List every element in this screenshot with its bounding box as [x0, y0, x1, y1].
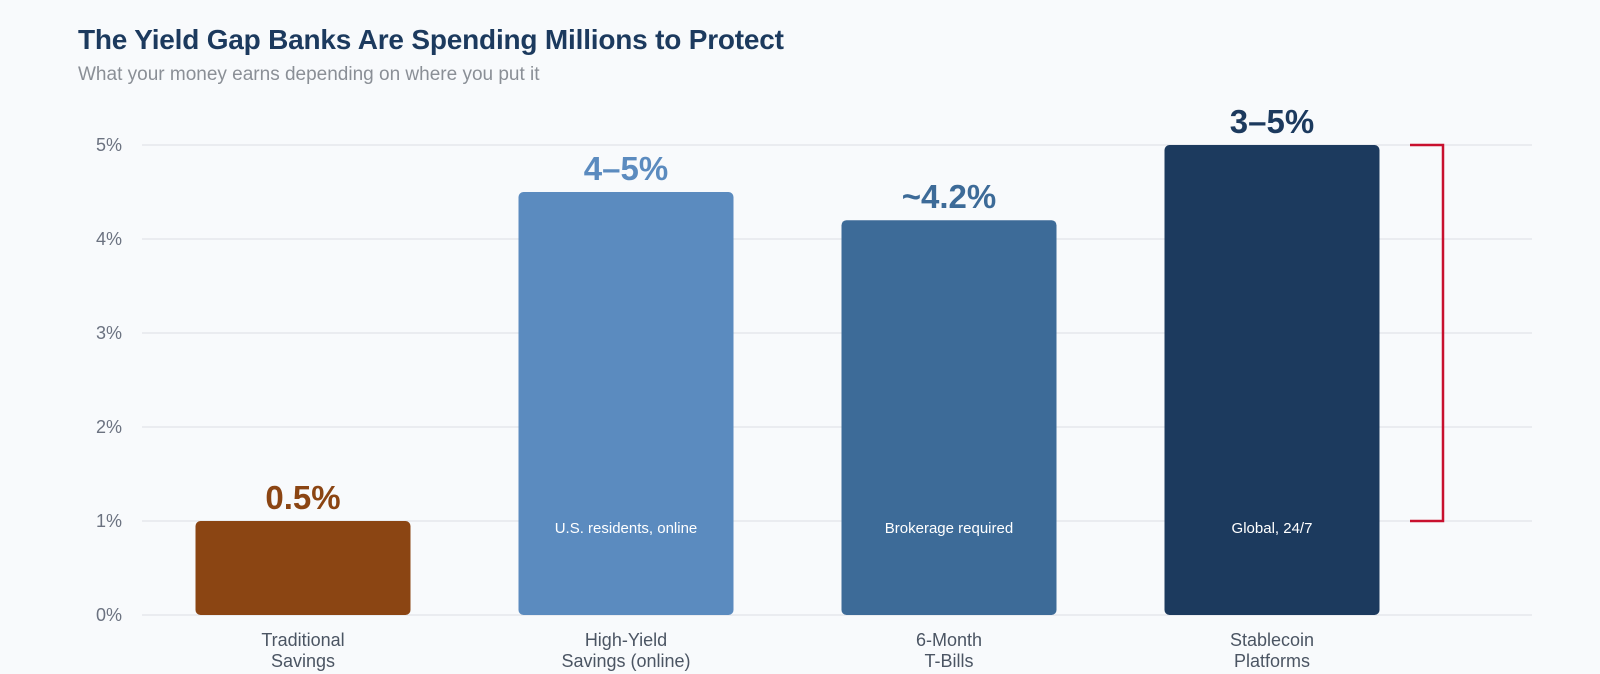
x-tick-label: Traditional	[261, 630, 344, 650]
y-tick-label: 5%	[96, 135, 122, 155]
bar	[195, 521, 411, 615]
bar	[841, 220, 1057, 615]
y-tick-label: 2%	[96, 417, 122, 437]
x-tick-label: 6-Month	[916, 630, 982, 650]
bar-value-label: 3–5%	[1230, 103, 1314, 140]
bar-value-label: 4–5%	[584, 150, 668, 187]
bar	[518, 192, 734, 615]
y-tick-label: 0%	[96, 605, 122, 625]
bar	[1164, 145, 1380, 615]
chart-subtitle: What your money earns depending on where…	[78, 64, 540, 85]
chart-title: The Yield Gap Banks Are Spending Million…	[78, 24, 784, 55]
x-tick-label: Savings	[271, 651, 335, 671]
x-tick-label: T-Bills	[925, 651, 974, 671]
bar-value-label: 0.5%	[265, 479, 340, 516]
x-tick-label: Platforms	[1234, 651, 1310, 671]
bar-note: U.S. residents, online	[555, 520, 698, 537]
y-tick-label: 4%	[96, 229, 122, 249]
bar-note: Global, 24/7	[1232, 520, 1313, 537]
yield-gap-bracket	[1410, 143, 1445, 523]
y-tick-label: 3%	[96, 323, 122, 343]
bar-value-label: ~4.2%	[902, 178, 997, 215]
x-tick-label: Savings (online)	[561, 651, 690, 671]
y-tick-label: 1%	[96, 511, 122, 531]
bar-note: Brokerage required	[885, 520, 1013, 537]
x-tick-label: High-Yield	[585, 630, 667, 650]
x-tick-label: Stablecoin	[1230, 630, 1314, 650]
